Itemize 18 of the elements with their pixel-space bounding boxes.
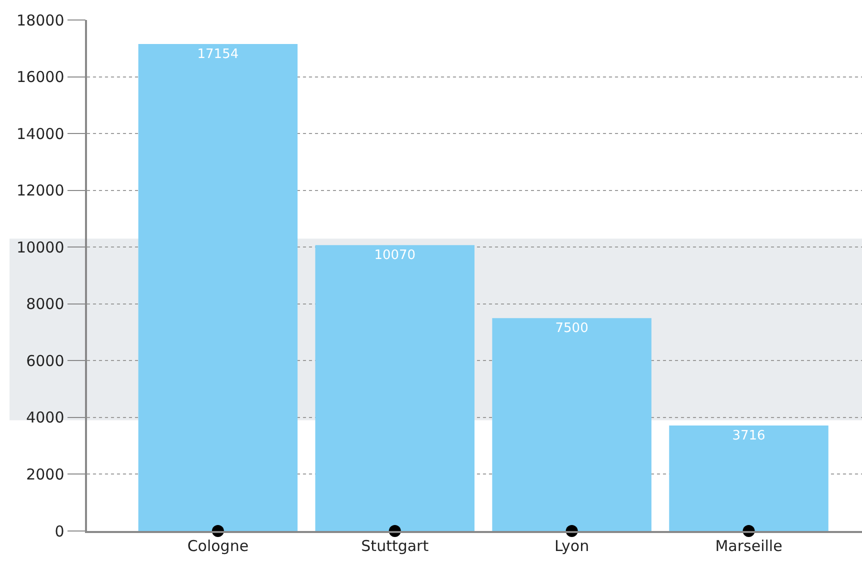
y-tick-label: 10000 [16, 238, 64, 256]
x-tick-label: Cologne [187, 536, 249, 555]
y-tick-label: 6000 [26, 352, 64, 370]
y-tick-label: 8000 [26, 295, 64, 314]
data-label: 17154 [197, 47, 239, 62]
y-tick-label: 0 [54, 522, 64, 540]
data-label: 7500 [555, 321, 588, 336]
y-tick-label: 16000 [16, 68, 64, 86]
y-tick-label: 4000 [26, 408, 64, 427]
y-tick-label: 12000 [16, 182, 64, 200]
data-label: 3716 [732, 428, 766, 444]
data-label: 10070 [374, 248, 416, 264]
y-tick-label: 18000 [16, 11, 64, 30]
x-tick-label: Marseille [715, 536, 782, 555]
x-tick-label: Lyon [554, 536, 590, 555]
y-tick-label: 2000 [26, 465, 64, 484]
y-tick-label: 14000 [16, 124, 64, 143]
x-tick-label: Stuttgart [361, 536, 429, 555]
